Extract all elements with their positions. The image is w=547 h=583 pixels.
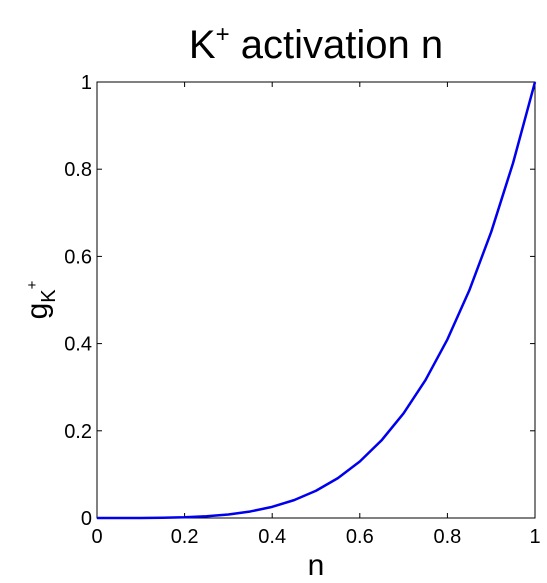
x-tick-label: 0.4 bbox=[258, 526, 286, 548]
y-tick-label: 0.8 bbox=[64, 159, 92, 181]
chart-title-superscript: + bbox=[216, 21, 230, 48]
y-tick-label: 0.2 bbox=[64, 421, 92, 443]
y-tick-label: 1 bbox=[81, 72, 92, 94]
series-layer bbox=[97, 81, 537, 520]
y-axis-label: gK+ bbox=[21, 280, 60, 319]
chart-title-rest: activation n bbox=[230, 23, 443, 67]
chart-title-base: K bbox=[189, 23, 216, 67]
y-axis-label-superscript: + bbox=[24, 280, 41, 289]
x-axis-label: n bbox=[308, 549, 325, 582]
plot-area bbox=[96, 81, 536, 519]
y-axis-label-subscript: K bbox=[38, 289, 60, 303]
series-line bbox=[97, 81, 537, 520]
y-tick-label: 0.4 bbox=[64, 334, 92, 356]
y-axis-label-base: g bbox=[21, 303, 54, 320]
axes-box bbox=[96, 81, 536, 519]
y-tick-label: 0.6 bbox=[64, 246, 92, 268]
x-tick-label: 1 bbox=[529, 526, 540, 548]
x-tick-label: 0.2 bbox=[171, 526, 199, 548]
tick-labels: 0 0.2 0.4 0.6 0.8 1 0 0.2 0.4 0.6 0.8 1 bbox=[64, 72, 540, 548]
x-tick-label: 0.8 bbox=[433, 526, 461, 548]
y-tick-label: 0 bbox=[81, 508, 92, 530]
chart-title: K+ activation n bbox=[189, 21, 443, 67]
x-tick-label: 0.6 bbox=[346, 526, 374, 548]
x-tick-label: 0 bbox=[91, 526, 102, 548]
